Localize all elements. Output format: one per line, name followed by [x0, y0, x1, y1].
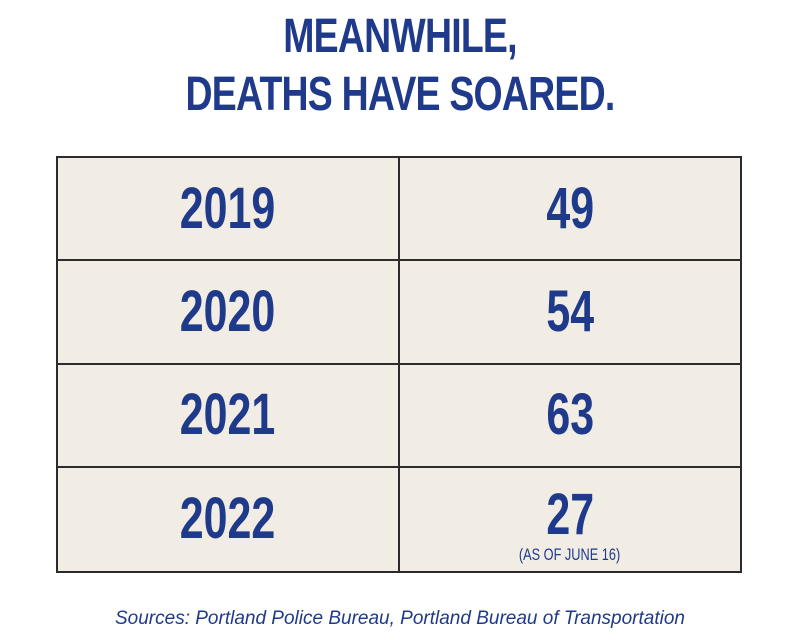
- table-cell-year: 2019: [58, 158, 400, 262]
- deaths-table: 2019 49 2020 54 2021 63 2022 27 (AS OF J…: [56, 156, 742, 573]
- year-label: 2021: [180, 382, 276, 448]
- table-cell-year: 2020: [58, 261, 400, 365]
- table-cell-year: 2022: [58, 467, 400, 571]
- deaths-value: 63: [546, 382, 594, 448]
- year-label: 2019: [180, 175, 276, 241]
- year-label: 2022: [180, 486, 276, 552]
- deaths-value: 49: [546, 175, 594, 241]
- table-cell-deaths: 49: [400, 158, 740, 262]
- table-cell-deaths: 27 (AS OF JUNE 16): [400, 468, 740, 571]
- table-cell-year: 2021: [58, 364, 400, 468]
- deaths-value: 54: [546, 278, 594, 344]
- sources-note: Sources: Portland Police Bureau, Portlan…: [115, 608, 685, 629]
- page-title: MEANWHILE, DEATHS HAVE SOARED.: [88, 8, 712, 124]
- deaths-value: 27: [546, 481, 594, 547]
- title-line-1: MEANWHILE,: [283, 10, 517, 63]
- title-line-2: DEATHS HAVE SOARED.: [185, 68, 616, 121]
- deaths-note: (AS OF JUNE 16): [519, 544, 621, 564]
- table-cell-deaths: 54: [400, 261, 740, 365]
- table-cell-deaths: 63: [400, 365, 740, 468]
- year-label: 2020: [180, 278, 276, 344]
